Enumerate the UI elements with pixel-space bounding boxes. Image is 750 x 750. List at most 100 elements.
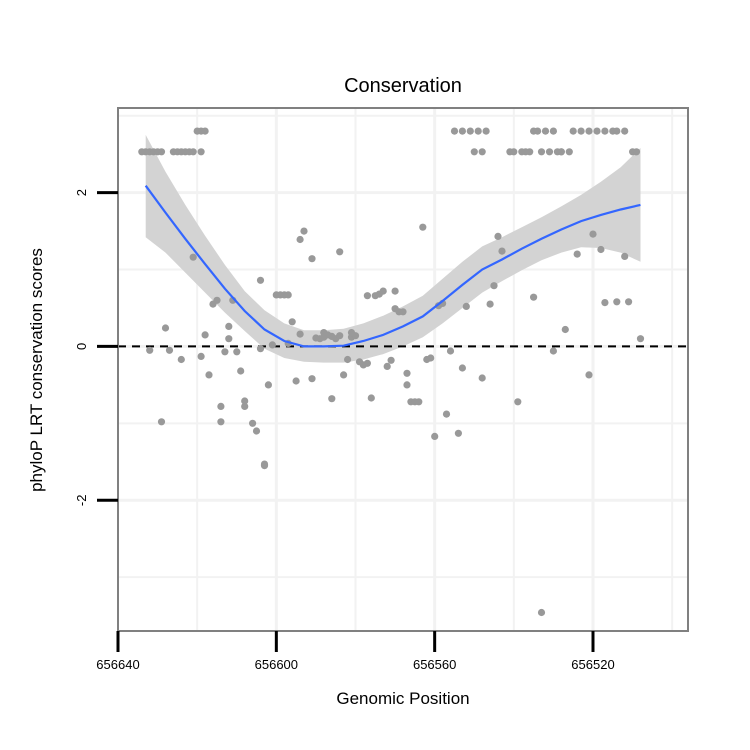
data-point [601,127,609,135]
data-point [514,398,522,406]
data-point [288,318,296,326]
data-point [632,148,641,156]
data-point [387,356,395,364]
data-points [138,127,645,617]
data-point [597,245,605,254]
data-point [363,292,371,300]
data-point [241,397,249,405]
data-point [510,148,518,156]
x-tick-label: 656520 [571,657,614,672]
data-point [379,287,387,295]
data-point [557,148,565,156]
data-point [233,348,241,356]
data-point [450,127,459,135]
data-point [308,255,316,263]
data-point [189,253,197,261]
data-point [454,429,462,437]
data-point [593,127,601,135]
data-point [613,298,621,306]
data-point [446,347,455,355]
data-point [466,127,474,135]
data-point [470,148,478,156]
data-point [494,232,502,240]
data-point [284,291,292,299]
data-point [585,127,593,135]
data-point [256,345,265,353]
data-point [205,371,213,379]
data-point [225,335,233,343]
data-point [189,148,197,156]
data-point [474,127,482,135]
data-point [415,398,423,406]
data-point [573,250,581,258]
data-point [636,335,645,343]
data-point [534,127,542,135]
data-point [601,299,609,307]
data-point [292,377,300,385]
data-point [308,375,316,383]
data-point [260,462,269,470]
data-point [237,367,245,375]
chart-title: Conservation [344,75,462,97]
data-point [197,148,205,156]
data-point [296,235,304,244]
data-point [363,359,371,367]
data-point [300,227,308,235]
data-point [157,148,166,156]
data-point [367,394,375,402]
data-point [442,410,451,418]
data-point [462,302,470,310]
data-point [549,127,558,135]
data-point [621,252,629,260]
data-point [201,331,209,339]
data-point [344,355,352,364]
data-point [268,341,276,349]
data-point [621,127,629,135]
data-point [569,127,577,135]
data-point [537,608,546,617]
y-axis-label: phyloP LRT conservation scores [27,248,46,492]
data-point [217,418,225,426]
data-point [351,332,360,340]
y-tick-label: 2 [74,189,89,196]
data-point [221,348,229,356]
data-point [486,300,494,308]
data-point [613,127,621,135]
data-point [391,287,399,295]
data-point [217,402,225,410]
data-point [157,418,166,426]
data-point [545,148,554,156]
data-point [490,282,498,290]
data-point [201,127,209,135]
data-point [561,325,569,334]
data-point [458,127,466,135]
data-point [478,148,486,156]
data-point [213,296,221,304]
data-point [589,230,597,238]
data-point [264,381,272,389]
y-tick-label: 0 [74,343,89,350]
data-point [403,369,411,377]
data-point [530,293,538,301]
y-tick-label: -2 [74,495,89,507]
data-point [197,352,205,360]
data-point [165,346,174,354]
data-point [498,247,506,255]
data-point [256,276,265,284]
data-point [419,223,427,231]
plot-panel [117,107,689,632]
data-point [478,374,486,382]
data-point [296,330,304,338]
data-point [161,324,170,332]
data-point [565,148,573,156]
data-point [625,298,633,306]
data-point [541,127,550,135]
x-axis: 656640 656600 656560 656520 [96,631,615,672]
data-point [252,427,261,435]
data-point [383,362,391,370]
data-point [146,346,154,354]
data-point [336,248,344,256]
data-point [482,127,490,135]
x-axis-label: Genomic Position [336,689,469,708]
smooth-fit-line [144,185,641,348]
